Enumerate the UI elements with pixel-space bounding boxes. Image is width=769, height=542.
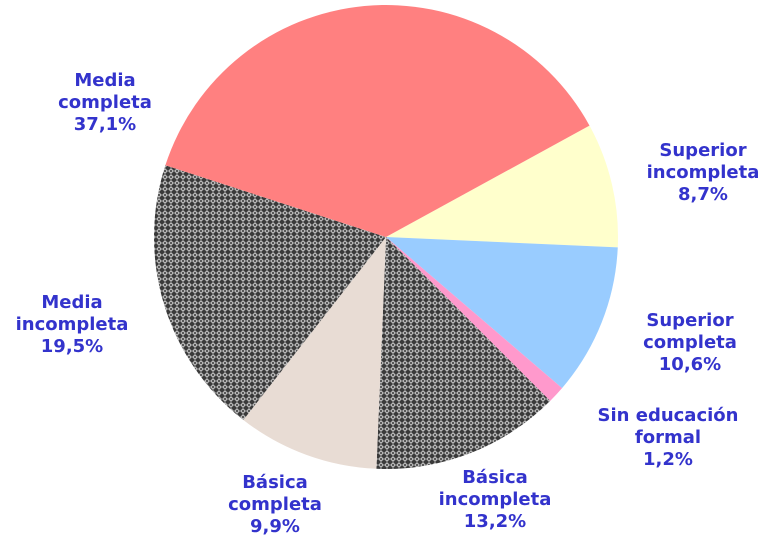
slice-label: Superior completa 10,6% [625, 310, 755, 376]
value-label: 8,7% [678, 184, 728, 205]
slice-label: Media completa 37,1% [40, 70, 170, 136]
slice-label: Básica incompleta 13,2% [430, 467, 560, 533]
category-label: Básica completa [228, 472, 322, 515]
value-label: 1,2% [643, 449, 693, 470]
value-label: 9,9% [250, 516, 300, 537]
pie-slice [376, 237, 551, 469]
value-label: 37,1% [73, 114, 137, 135]
pie-slice [386, 237, 563, 401]
value-label: 10,6% [658, 354, 722, 375]
pie-slice [243, 237, 386, 469]
category-label: Media incompleta [15, 292, 129, 335]
value-label: 13,2% [463, 511, 527, 532]
pie-slice [386, 237, 618, 389]
category-label: Superior completa [643, 310, 737, 353]
value-label: 19,5% [40, 336, 104, 357]
slice-label: Superior incompleta 8,7% [638, 140, 768, 206]
slice-label: Media incompleta 19,5% [7, 292, 137, 358]
pie-slice [154, 165, 386, 420]
category-label: Sin educación formal [597, 405, 739, 448]
slice-label: Básica completa 9,9% [210, 472, 340, 538]
category-label: Superior incompleta [646, 140, 760, 183]
category-label: Media completa [58, 70, 152, 113]
pie-slice [386, 125, 618, 248]
slice-label: Sin educación formal 1,2% [581, 405, 756, 471]
pie-slice [165, 5, 590, 238]
category-label: Básica incompleta [438, 467, 552, 510]
